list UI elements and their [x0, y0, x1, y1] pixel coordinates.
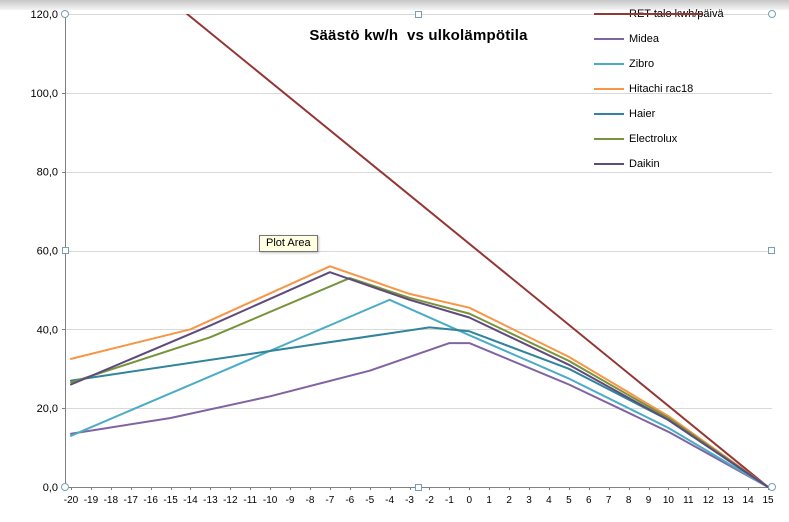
y-tick-label: 80,0	[37, 167, 58, 179]
plot-area-tooltip: Plot Area	[259, 235, 318, 252]
y-axis-labels[interactable]: 0,0 20,0 40,0 60,0 80,0 100,0 120,0	[30, 9, 58, 494]
series-line-electrolux[interactable]	[70, 277, 769, 488]
chart-legend[interactable]: RET talo kwh/päivä Midea Zibro Hitachi rac1…	[594, 1, 724, 176]
x-tick-label: 15	[762, 495, 774, 506]
series-line-haier[interactable]	[70, 326, 769, 488]
x-tick-label: 5	[566, 495, 572, 506]
legend-item-daikin[interactable]: Daikin	[594, 151, 724, 176]
x-tick-label: -3	[405, 495, 414, 506]
x-tick-label: -16	[143, 495, 158, 506]
x-tick-label: -19	[84, 495, 99, 506]
legend-key-line	[594, 137, 624, 140]
legend-key-line	[594, 162, 624, 165]
legend-item-electrolux[interactable]: Electrolux	[594, 126, 724, 151]
legend-key-line	[594, 112, 624, 115]
x-tick-label: 3	[526, 495, 532, 506]
x-tick-label: 2	[506, 495, 512, 506]
series-line-zibro[interactable]	[70, 298, 769, 488]
selection-handle-bottom-right[interactable]	[768, 483, 776, 491]
x-tick-label: -11	[243, 495, 257, 506]
legend-key-line	[594, 62, 624, 65]
x-tick-label: -2	[425, 495, 434, 506]
x-tick-label: -7	[325, 495, 334, 506]
y-tick-label: 20,0	[37, 403, 58, 415]
x-tick-label: -18	[104, 495, 119, 506]
selection-handle-middle-left[interactable]	[62, 247, 69, 254]
legend-label: Electrolux	[629, 132, 678, 145]
legend-label: Hitachi rac18	[629, 82, 694, 95]
legend-key-line	[594, 87, 624, 90]
y-tick-label: 40,0	[37, 324, 58, 336]
x-tick-label: 7	[606, 495, 612, 506]
x-tick-label: -12	[223, 495, 238, 506]
selection-handle-top-right[interactable]	[768, 10, 776, 18]
y-tick-label: 100,0	[30, 88, 58, 100]
x-tick-label: -9	[286, 495, 295, 506]
x-tick-label: 9	[646, 495, 652, 506]
series-line-daikin[interactable]	[70, 271, 769, 488]
x-tick-label: 8	[626, 495, 632, 506]
x-tick-label: -14	[183, 495, 198, 506]
legend-item-haier[interactable]: Haier	[594, 101, 724, 126]
selection-handle-top-middle[interactable]	[415, 11, 422, 18]
selection-handle-bottom-middle[interactable]	[415, 484, 422, 491]
x-tick-label: -8	[306, 495, 315, 506]
x-tick-label: 4	[546, 495, 552, 506]
y-tick-label: 60,0	[37, 246, 58, 258]
legend-item-midea[interactable]: Midea	[594, 26, 724, 51]
chart-title[interactable]: Säästö kw/h vs ulkolämpötila	[309, 27, 528, 44]
selection-handle-bottom-left[interactable]	[61, 483, 69, 491]
x-tick-label: 11	[683, 495, 694, 506]
window-edge-strip	[0, 0, 789, 10]
selection-handle-top-left[interactable]	[61, 10, 69, 18]
x-tick-label: 0	[467, 495, 473, 506]
x-tick-label: 6	[586, 495, 592, 506]
x-tick-label: 12	[703, 495, 715, 506]
legend-item-ret-talo-kwh-p-iv[interactable]: RET talo kwh/päivä	[594, 1, 724, 26]
legend-item-hitachi-rac18[interactable]: Hitachi rac18	[594, 76, 724, 101]
x-tick-label: -1	[445, 495, 454, 506]
x-tick-label: 10	[663, 495, 675, 506]
legend-item-zibro[interactable]: Zibro	[594, 51, 724, 76]
x-tick-label: -13	[203, 495, 218, 506]
x-tick-label: -15	[163, 495, 178, 506]
legend-label: Daikin	[629, 157, 660, 170]
y-tick-label: 120,0	[30, 9, 58, 21]
legend-label: Haier	[629, 107, 656, 120]
x-axis-labels[interactable]: -20 -19 -18 -17 -16 -15 -14 -13 -12 -11 -10 -9 -8 -7-…	[64, 495, 774, 506]
legend-label: Midea	[629, 32, 659, 45]
series-line-hitachi-rac18[interactable]	[70, 265, 769, 488]
series-line-ret-talo-kwh-p-iv[interactable]	[71, 0, 769, 488]
x-tick-label: -5	[365, 495, 374, 506]
x-tick-label: 13	[723, 495, 735, 506]
x-tick-label: -6	[345, 495, 354, 506]
x-tick-label: -4	[385, 495, 394, 506]
series-line-midea[interactable]	[70, 342, 769, 488]
legend-key-line	[594, 12, 702, 15]
x-tick-label: 1	[486, 495, 492, 506]
y-tick-label: 0,0	[43, 482, 58, 494]
x-tick-label: 14	[743, 495, 755, 506]
x-tick-label: -17	[124, 495, 139, 506]
x-tick-label: -10	[263, 495, 278, 506]
legend-key-line	[594, 37, 624, 40]
legend-label: Zibro	[629, 57, 655, 70]
x-tick-label: -20	[64, 495, 79, 506]
selection-handle-middle-right[interactable]	[768, 247, 775, 254]
